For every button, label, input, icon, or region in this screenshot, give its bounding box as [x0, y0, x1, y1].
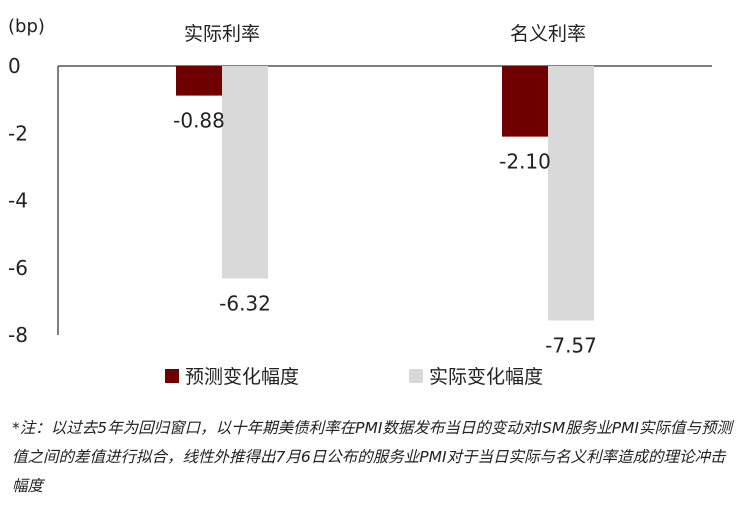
legend-label: 实际变化幅度: [429, 366, 543, 388]
y-tick-label: 0: [8, 54, 21, 78]
legend-label: 预测变化幅度: [185, 366, 299, 388]
category-label: 实际利率: [184, 23, 260, 45]
data-label: -7.57: [545, 334, 597, 358]
data-label: -0.88: [173, 109, 225, 133]
footnote: *注：以过去5年为回归窗口，以十年期美债利率在PMI数据发布当日的变动对ISM服…: [12, 419, 732, 495]
bar-chart: (bp) 0 -2 -4 -6 -8 实际利率 名义利率 -0.88 -2.10 -6.32 -…: [8, 16, 712, 388]
bar: [222, 66, 268, 279]
legend-swatch: [165, 369, 179, 383]
y-tick-label: -8: [8, 323, 28, 347]
bar: [176, 66, 222, 96]
data-label: -6.32: [219, 292, 271, 316]
bar: [502, 66, 548, 137]
y-tick-label: -6: [8, 256, 28, 280]
data-label: -2.10: [499, 150, 551, 174]
y-tick-label: -2: [8, 121, 28, 145]
y-axis-unit-label: (bp): [8, 16, 45, 37]
y-tick-label: -4: [8, 189, 28, 213]
bar: [548, 66, 594, 321]
legend-swatch: [409, 369, 423, 383]
category-label: 名义利率: [510, 23, 586, 45]
